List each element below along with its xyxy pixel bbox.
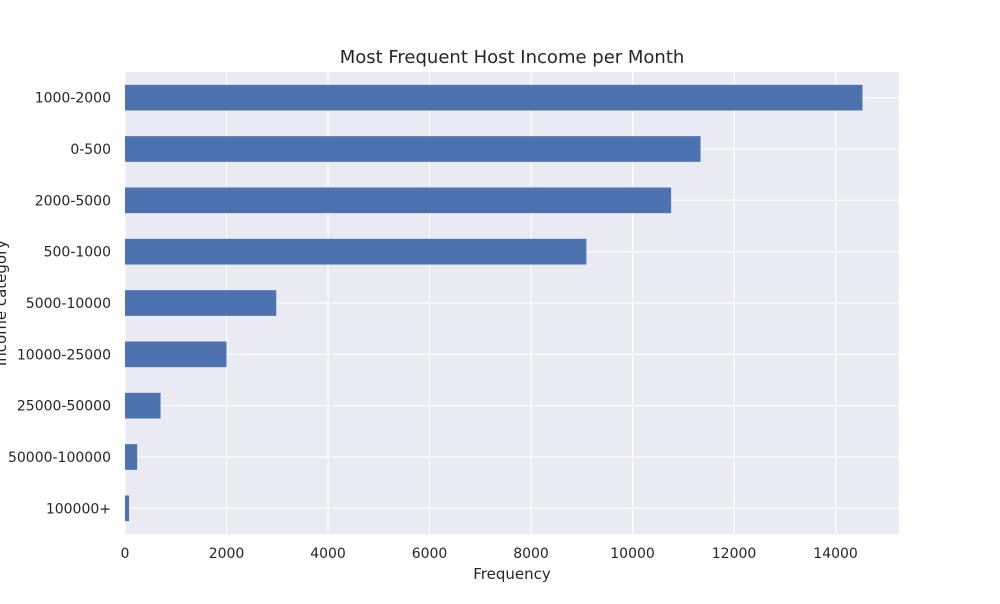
- x-tick-label: 2000: [209, 546, 245, 562]
- bar: [125, 392, 161, 419]
- x-tick-label: 6000: [412, 546, 448, 562]
- y-tick-label: 100000+: [46, 501, 111, 517]
- bar: [125, 238, 587, 265]
- x-tick-label: 14000: [813, 546, 858, 562]
- x-tick-label: 10000: [610, 546, 655, 562]
- y-tick-label: 5000-10000: [26, 296, 111, 312]
- y-tick-label: 500-1000: [44, 245, 111, 261]
- chart-title: Most Frequent Host Income per Month: [340, 47, 685, 68]
- x-axis-label: Frequency: [473, 565, 551, 583]
- bar: [125, 444, 138, 470]
- y-tick-label: 25000-50000: [17, 399, 111, 415]
- x-tick-label: 12000: [712, 546, 757, 562]
- y-axis-label: Income category: [0, 240, 10, 366]
- x-tick-labels: 0 2000 4000 6000 8000 10000 12000 14000: [121, 546, 858, 562]
- y-tick-label: 10000-25000: [17, 347, 111, 363]
- y-tick-labels: 1000-2000 0-500 2000-5000 500-1000 5000-1000…: [8, 91, 111, 518]
- x-tick-label: 8000: [513, 546, 549, 562]
- bar: [125, 84, 863, 111]
- y-tick-label: 1000-2000: [35, 91, 111, 107]
- bar: [125, 136, 701, 162]
- y-tick-label: 0-500: [70, 142, 111, 158]
- y-tick-label: 2000-5000: [35, 193, 111, 209]
- x-tick-label: 4000: [310, 546, 346, 562]
- y-tick-label: 50000-100000: [8, 450, 111, 466]
- bar: [125, 341, 227, 368]
- bar: [125, 187, 672, 214]
- bar: [125, 495, 130, 522]
- x-tick-label: 0: [121, 546, 130, 562]
- bars: [125, 84, 863, 522]
- bar: [125, 290, 277, 316]
